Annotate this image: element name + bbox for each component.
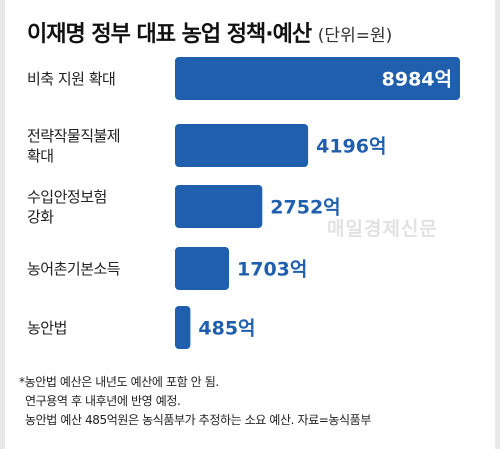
category-label-2: 수입안정보험 강화 xyxy=(27,187,107,226)
value-label-4: 485억 xyxy=(198,318,255,340)
bar-4 xyxy=(175,306,191,349)
watermark: 매일경제신문 xyxy=(327,218,438,240)
footnote-line-2: 연구용역 후 내후년에 반영 예정. xyxy=(25,394,181,408)
value-label-3: 1703억 xyxy=(237,259,307,281)
unit-label: (단위=원) xyxy=(317,26,393,46)
chart-title: 이재명 정부 대표 농업 정책·예산 (단위=원) xyxy=(27,16,392,48)
category-label-0: 비축 지원 확대 xyxy=(27,69,116,88)
footnote-line-1: *농안법 예산은 내년도 예산에 포함 안 됨. xyxy=(19,375,219,389)
title-text-budget: 예산 xyxy=(272,22,312,47)
value-label-1: 4196억 xyxy=(316,136,386,158)
title-separator: · xyxy=(265,22,273,47)
category-label-3: 농어촌기본소득 xyxy=(27,259,121,278)
bar-3 xyxy=(175,247,230,290)
bar-2 xyxy=(175,185,263,228)
bar-chart: 8984억 4196억 2752억 1703억 485억 xyxy=(175,57,460,349)
value-label-0: 8984억 xyxy=(382,69,452,91)
footnotes: *농안법 예산은 내년도 예산에 포함 안 됨. 연구용역 후 내후년에 반영 … xyxy=(19,373,487,430)
title-text: 이재명 정부 대표 농업 정책 xyxy=(27,22,266,47)
category-label-4: 농안법 xyxy=(27,318,67,337)
value-label-2: 2752억 xyxy=(270,197,340,219)
category-label-1: 전략작물직불제 확대 xyxy=(27,126,121,165)
bar-0 xyxy=(175,57,460,100)
bar-1 xyxy=(175,124,309,167)
footnote-line-3: 농안법 예산 485억원은 농식품부가 추정하는 소요 예산. 자료=농식품부 xyxy=(25,413,371,427)
